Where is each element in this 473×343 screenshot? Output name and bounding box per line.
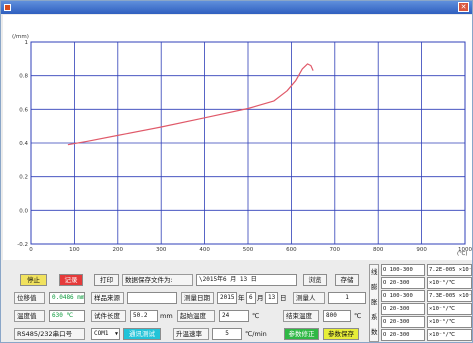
save-file-label: 数据保存文件为:	[122, 274, 193, 286]
y-tick-label: 0.2	[19, 175, 28, 181]
port-select[interactable]: COM1 ▼	[91, 328, 120, 340]
test-date-day[interactable]: 13	[265, 292, 278, 304]
coefficient-value: ×10⁻⁶/℃	[427, 316, 472, 328]
sample-length-field[interactable]: 50.2	[130, 310, 158, 322]
operator-label: 测量人	[293, 292, 325, 304]
test-date-month[interactable]: 6	[246, 292, 256, 304]
x-tick-label: 200	[113, 247, 124, 253]
test-date-label: 测量日期	[181, 292, 214, 304]
year-unit: 年	[238, 294, 245, 302]
x-tick-label: 0	[29, 247, 33, 253]
displacement-value: 0.0486 mm	[49, 292, 85, 304]
app-icon	[4, 4, 11, 11]
sample-source-field[interactable]	[127, 292, 177, 304]
coefficient-side-labels: 线 膨 胀 系 数	[369, 264, 379, 342]
x-tick-label: 500	[243, 247, 254, 253]
month-unit: 月	[257, 294, 264, 302]
coefficient-row: Ο 20-300 ×10⁻⁶/℃	[381, 329, 472, 341]
x-tick-label: 1000	[458, 247, 472, 253]
y-tick-label: 0.0	[19, 208, 28, 214]
coefficient-value: ×10⁻⁶/℃	[427, 277, 472, 289]
x-tick-label: 100	[69, 247, 80, 253]
side-label: 膨	[371, 283, 378, 291]
chevron-down-icon: ▼	[114, 331, 118, 337]
close-icon: ✕	[460, 3, 467, 11]
start-temp-label: 起始温度	[177, 310, 215, 322]
x-tick-label: 900	[416, 247, 427, 253]
side-label: 数	[371, 328, 378, 336]
print-button[interactable]: 打印	[94, 274, 119, 286]
y-tick-label: 0.8	[19, 74, 28, 80]
start-temp-unit: ℃	[252, 312, 260, 320]
end-temp-label: 结束温度	[283, 310, 319, 322]
param-set-button[interactable]: 参数修正	[284, 328, 319, 340]
sample-source-label: 样品来源	[91, 292, 124, 304]
coefficient-row: Ο 20-300 ×10⁻⁶/℃	[381, 303, 472, 315]
y-tick-label: 0.4	[19, 141, 28, 147]
heating-rate-field[interactable]: 5	[212, 328, 242, 340]
browse-button[interactable]: 浏览	[303, 274, 327, 286]
chart-series	[67, 63, 314, 146]
coefficient-range: Ο 20-300	[381, 316, 425, 328]
coefficient-row: Ο 20-300 ×10⁻⁶/℃	[381, 316, 472, 328]
heating-rate-label: 升温速率	[173, 328, 209, 340]
coefficient-value: 7.2E-005 ×10⁻⁶/℃	[427, 264, 472, 276]
side-label: 胀	[371, 298, 378, 306]
chart-ticks: 0 100 200 300 400 500 600 700 800 900 1000 1 0.8 0.6 0…	[17, 40, 472, 253]
coefficient-range: Ο 100-300	[381, 290, 425, 302]
coefficient-range: Ο 20-300	[381, 277, 425, 289]
close-button[interactable]: ✕	[458, 2, 469, 12]
save-file-field[interactable]: \2015年6 月 13 日	[196, 274, 297, 286]
displacement-label: 位移值	[14, 292, 45, 304]
temperature-value: 630 ℃	[49, 310, 85, 322]
title-bar: ✕	[1, 1, 472, 14]
store-button[interactable]: 存储	[335, 274, 359, 286]
coefficient-range: Ο 20-300	[381, 303, 425, 315]
x-tick-label: 700	[330, 247, 341, 253]
serial-port-label: RS485/232串口号	[14, 328, 85, 340]
chart-grid	[30, 41, 466, 245]
side-label: 线	[371, 268, 378, 276]
y-tick-label: -0.2	[17, 242, 28, 248]
expansion-chart: 0 100 200 300 400 500 600 700 800 900 1000 1 0.8 0.6 0…	[12, 34, 472, 257]
x-axis-label: (℃)	[457, 250, 467, 257]
coefficient-list: Ο 100-300 7.2E-005 ×10⁻⁶/℃ Ο 20-300 ×10⁻…	[381, 264, 472, 342]
chart-panel: 0 100 200 300 400 500 600 700 800 900 1000 1 0.8 0.6 0…	[3, 15, 472, 260]
x-tick-label: 400	[199, 247, 210, 253]
end-temp-unit: ℃	[354, 312, 362, 320]
coefficient-value: ×10⁻⁶/℃	[427, 303, 472, 315]
temperature-label: 温度值	[14, 310, 45, 322]
start-temp-field[interactable]: 24	[219, 310, 249, 322]
series-line	[67, 63, 314, 146]
coefficient-value: ×10⁻⁶/℃	[427, 329, 472, 341]
param-save-button[interactable]: 参数保存	[323, 328, 359, 340]
x-tick-label: 600	[286, 247, 297, 253]
coefficient-row: Ο 100-300 7.2E-005 ×10⁻⁶/℃	[381, 264, 472, 276]
stop-button[interactable]: 停止	[20, 274, 47, 286]
y-tick-label: 0.6	[19, 107, 28, 113]
record-button[interactable]: 记录	[59, 274, 83, 286]
day-unit: 日	[280, 294, 287, 302]
coefficient-value: 7.3E-005 ×10⁻⁶/℃	[427, 290, 472, 302]
x-tick-label: 800	[373, 247, 384, 253]
coefficient-range: Ο 20-300	[381, 329, 425, 341]
sample-length-label: 试件长度	[91, 310, 126, 322]
end-temp-field[interactable]: 800	[323, 310, 351, 322]
x-tick-label: 300	[156, 247, 167, 253]
coefficient-row: Ο 100-300 7.3E-005 ×10⁻⁶/℃	[381, 290, 472, 302]
operator-field[interactable]: 1	[328, 292, 366, 304]
sample-length-unit: mm	[160, 312, 173, 320]
side-label: 系	[371, 313, 378, 321]
port-select-value: COM1	[94, 330, 109, 337]
test-date-year[interactable]: 2015	[217, 292, 237, 304]
comm-test-button[interactable]: 通讯测试	[123, 328, 161, 340]
coefficient-range: Ο 100-300	[381, 264, 425, 276]
control-panel: 停止 记录 打印 数据保存文件为: \2015年6 月 13 日 浏览 存储 位…	[1, 261, 472, 342]
y-tick-label: 1	[25, 40, 29, 46]
coefficient-row: Ο 20-300 ×10⁻⁶/℃	[381, 277, 472, 289]
heating-rate-unit: ℃/min	[245, 330, 267, 338]
y-axis-label: (/mm)	[12, 34, 29, 40]
